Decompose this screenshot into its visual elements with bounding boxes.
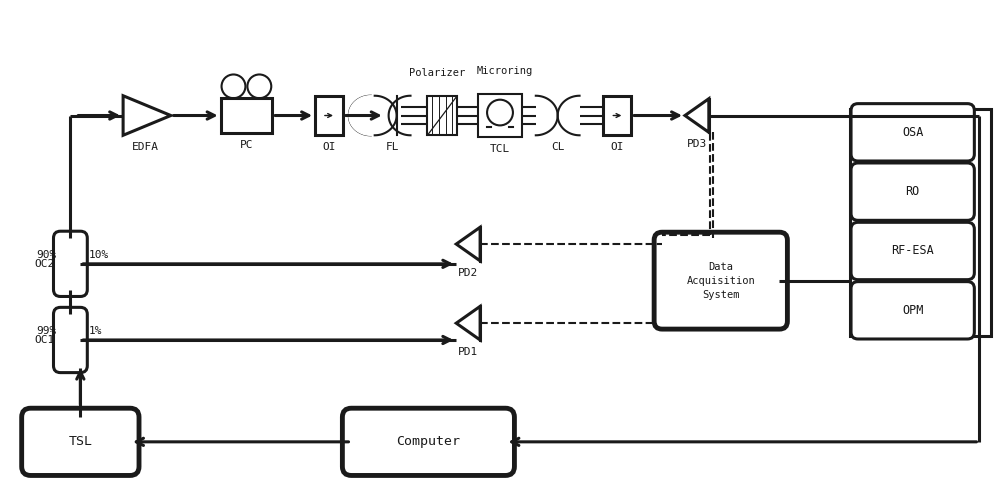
Polygon shape (349, 96, 393, 135)
Text: TSL: TSL (68, 435, 92, 448)
FancyBboxPatch shape (851, 163, 974, 221)
Text: OC2: OC2 (34, 259, 54, 269)
Text: PD3: PD3 (687, 139, 707, 149)
Text: 99%: 99% (36, 326, 56, 336)
Text: PC: PC (240, 140, 253, 150)
Text: 90%: 90% (36, 250, 56, 260)
Text: RO: RO (906, 185, 920, 198)
Text: OSA: OSA (902, 126, 923, 139)
Text: PD2: PD2 (458, 268, 478, 278)
FancyBboxPatch shape (342, 408, 514, 476)
Text: OI: OI (322, 142, 336, 152)
Bar (427, 96, 457, 135)
Text: Microring: Microring (477, 66, 533, 76)
Text: RF-ESA: RF-ESA (891, 245, 934, 257)
Text: CL: CL (551, 142, 564, 152)
FancyBboxPatch shape (654, 232, 787, 329)
Text: FL: FL (386, 142, 399, 152)
Text: 1%: 1% (88, 326, 102, 336)
FancyBboxPatch shape (851, 223, 974, 279)
Bar (603, 96, 631, 135)
Text: OC1: OC1 (34, 335, 54, 345)
Text: TCL: TCL (490, 144, 510, 154)
FancyBboxPatch shape (53, 231, 87, 296)
FancyBboxPatch shape (851, 104, 974, 161)
Text: OI: OI (611, 142, 624, 152)
Bar (221, 98, 272, 133)
Bar (478, 94, 522, 137)
Text: PD1: PD1 (458, 347, 478, 357)
Text: EDFA: EDFA (131, 142, 158, 152)
FancyBboxPatch shape (851, 281, 974, 339)
Bar (850, 109, 991, 336)
Text: Computer: Computer (396, 435, 460, 448)
Text: Polarizer: Polarizer (409, 68, 465, 78)
Text: Data
Acquisition
System: Data Acquisition System (686, 261, 755, 299)
FancyBboxPatch shape (22, 408, 139, 476)
Bar (315, 96, 343, 135)
FancyBboxPatch shape (53, 307, 87, 373)
Text: OPM: OPM (902, 304, 923, 317)
Text: 10%: 10% (88, 250, 109, 260)
